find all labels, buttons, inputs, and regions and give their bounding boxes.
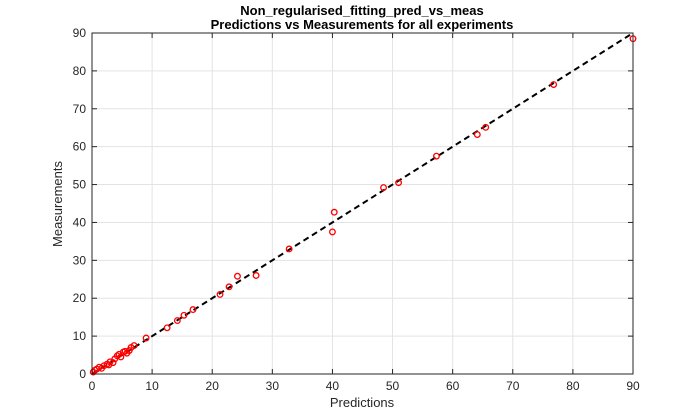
data-point bbox=[395, 179, 403, 187]
data-point bbox=[163, 324, 171, 332]
data-point bbox=[173, 317, 181, 325]
data-point bbox=[113, 352, 121, 360]
x-tick-label: 30 bbox=[266, 379, 280, 393]
y-tick-label: 90 bbox=[73, 26, 87, 40]
data-point bbox=[473, 131, 481, 138]
y-tick-label: 70 bbox=[73, 102, 87, 116]
data-point bbox=[130, 342, 138, 350]
data-point bbox=[328, 228, 336, 236]
x-tick-label: 80 bbox=[566, 379, 580, 393]
x-tick-label: 0 bbox=[89, 379, 96, 393]
y-tick-label: 40 bbox=[73, 215, 87, 229]
data-point bbox=[106, 358, 114, 366]
data-point bbox=[482, 123, 490, 131]
x-tick-label: 40 bbox=[326, 379, 340, 393]
data-point bbox=[285, 245, 293, 253]
chart-title: Non_regularised_fitting_pred_vs_meas bbox=[240, 3, 483, 18]
data-point bbox=[216, 290, 224, 298]
data-point bbox=[252, 272, 260, 279]
data-point bbox=[189, 306, 197, 314]
axis-ticks: 0 10 20 30 40 50 60 70 80 90 0 10 20 30 40 50 60 70 80 90 bbox=[73, 26, 640, 393]
y-tick-label: 60 bbox=[73, 140, 87, 154]
y-tick-label: 50 bbox=[73, 178, 87, 192]
identity-reference-line bbox=[91, 32, 634, 375]
y-tick-label: 10 bbox=[73, 329, 87, 343]
data-points bbox=[89, 35, 637, 376]
data-point bbox=[234, 272, 241, 280]
x-tick-label: 70 bbox=[506, 379, 520, 393]
y-tick-label: 80 bbox=[73, 64, 87, 78]
data-point bbox=[380, 184, 387, 192]
x-axis-label: Predictions bbox=[330, 395, 395, 410]
data-point bbox=[330, 208, 338, 216]
y-axis-label: Measurements bbox=[50, 161, 65, 247]
y-tick-label: 20 bbox=[73, 291, 87, 305]
data-point bbox=[142, 334, 150, 342]
y-tick-label: 30 bbox=[73, 253, 87, 267]
chart-subtitle: Predictions vs Measurements for all expe… bbox=[211, 17, 514, 32]
reference-line-group bbox=[91, 32, 634, 375]
x-tick-label: 60 bbox=[446, 379, 460, 393]
x-tick-label: 50 bbox=[386, 379, 400, 393]
data-point bbox=[225, 283, 233, 291]
x-tick-label: 90 bbox=[626, 379, 640, 393]
data-point bbox=[180, 311, 188, 319]
data-point bbox=[121, 347, 129, 355]
axes-box bbox=[91, 32, 634, 375]
x-tick-label: 10 bbox=[145, 379, 159, 393]
data-point bbox=[432, 152, 440, 160]
y-tick-label: 0 bbox=[79, 367, 86, 381]
data-point bbox=[550, 81, 558, 88]
x-tick-label: 20 bbox=[206, 379, 220, 393]
data-point bbox=[109, 359, 117, 367]
